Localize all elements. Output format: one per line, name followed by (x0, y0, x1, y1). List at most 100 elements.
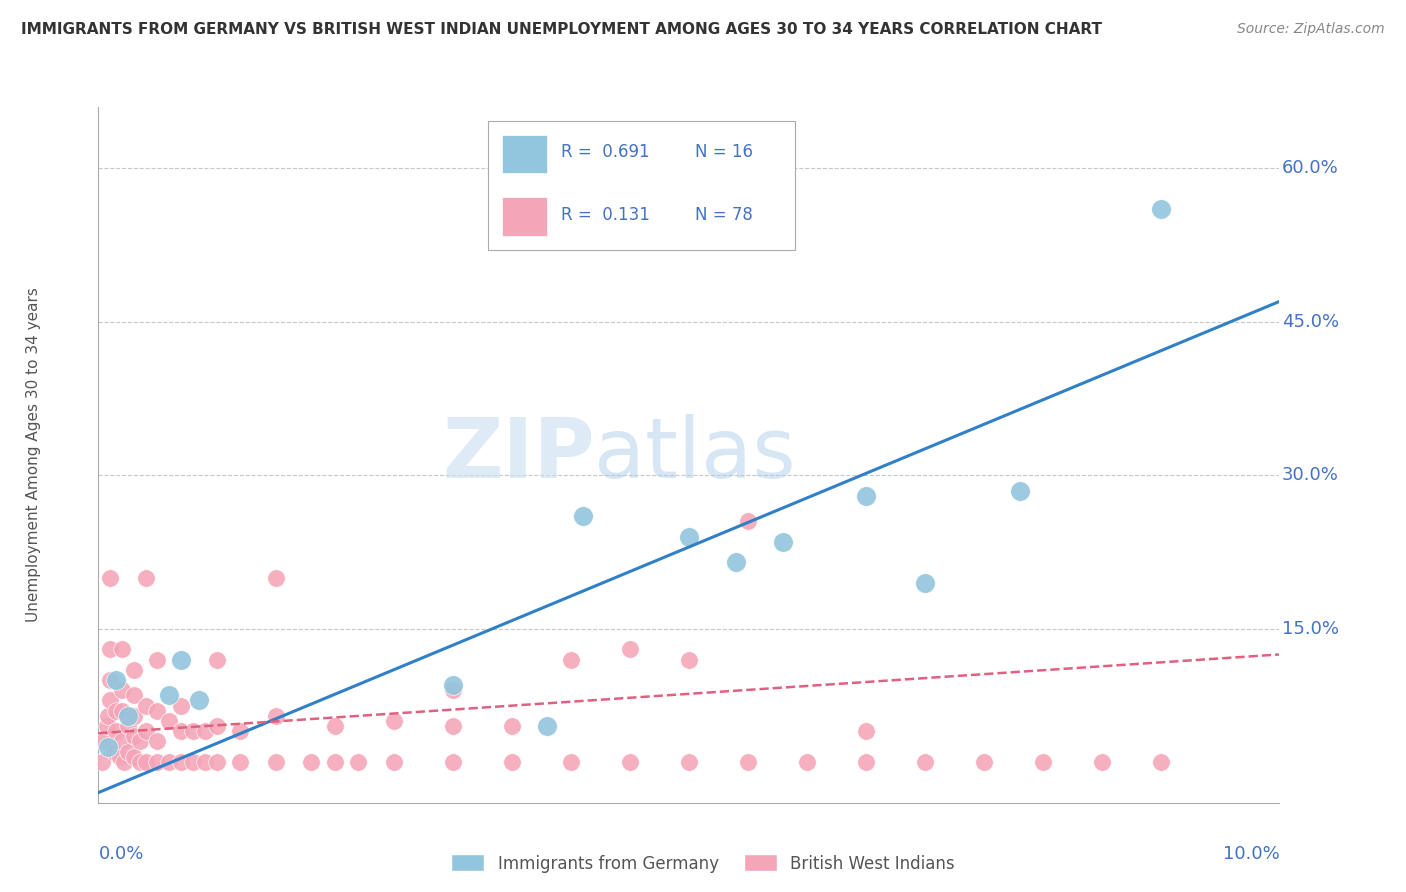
Text: 15.0%: 15.0% (1282, 620, 1339, 638)
Point (112, 755, 135, 769)
Point (205, 755, 228, 769)
Point (122, 749, 145, 764)
Point (170, 724, 193, 739)
Point (382, 714, 405, 728)
Point (1032, 755, 1054, 769)
Point (181, 724, 204, 739)
Point (1008, 483, 1031, 498)
Point (93, 734, 115, 748)
Point (772, 535, 794, 549)
Point (111, 734, 134, 748)
Text: IMMIGRANTS FROM GERMANY VS BRITISH WEST INDIAN UNEMPLOYMENT AMONG AGES 30 TO 34 : IMMIGRANTS FROM GERMANY VS BRITISH WEST … (21, 22, 1102, 37)
Point (105, 673, 128, 687)
Point (619, 642, 641, 657)
Point (737, 755, 759, 769)
Point (111, 642, 134, 657)
Point (170, 652, 193, 666)
Point (98, 693, 121, 707)
Point (855, 489, 877, 503)
Point (117, 745, 139, 759)
Point (135, 698, 157, 713)
Point (105, 724, 128, 739)
FancyBboxPatch shape (488, 121, 796, 250)
Point (678, 530, 700, 544)
Point (205, 652, 228, 666)
Point (737, 515, 759, 529)
Point (194, 755, 217, 769)
Point (264, 571, 287, 585)
Point (678, 652, 700, 666)
Point (229, 755, 252, 769)
Point (146, 755, 169, 769)
Point (264, 755, 287, 769)
Point (441, 683, 464, 698)
Point (135, 571, 157, 585)
Text: ZIP: ZIP (441, 415, 595, 495)
Point (855, 724, 877, 739)
Point (91, 755, 114, 769)
Point (157, 689, 180, 703)
Point (146, 734, 169, 748)
Point (111, 683, 134, 698)
Legend: Immigrants from Germany, British West Indians: Immigrants from Germany, British West In… (444, 847, 962, 880)
Point (914, 575, 936, 590)
FancyBboxPatch shape (502, 135, 547, 173)
Point (973, 755, 995, 769)
Text: 10.0%: 10.0% (1223, 845, 1279, 863)
Point (501, 755, 523, 769)
Point (135, 724, 157, 739)
Point (146, 652, 169, 666)
Point (128, 734, 150, 748)
Point (571, 509, 593, 524)
Point (157, 714, 180, 728)
Text: N = 78: N = 78 (695, 206, 752, 224)
Point (441, 755, 464, 769)
Point (122, 708, 145, 723)
Text: Unemployment Among Ages 30 to 34 years: Unemployment Among Ages 30 to 34 years (25, 287, 41, 623)
Point (441, 719, 464, 733)
Point (299, 755, 322, 769)
Point (98, 642, 121, 657)
Point (122, 689, 145, 703)
Point (205, 719, 228, 733)
Point (560, 755, 582, 769)
Point (536, 719, 558, 733)
Point (96, 719, 118, 733)
Point (1150, 755, 1173, 769)
Point (97, 739, 120, 754)
Point (170, 755, 193, 769)
Point (98, 673, 121, 687)
Point (441, 678, 464, 692)
Point (122, 663, 145, 677)
Point (98, 571, 121, 585)
Point (194, 724, 217, 739)
Point (914, 755, 936, 769)
Point (323, 755, 346, 769)
Point (855, 755, 877, 769)
FancyBboxPatch shape (502, 197, 547, 235)
Text: N = 16: N = 16 (695, 144, 752, 161)
Point (117, 708, 139, 723)
Text: R =  0.691: R = 0.691 (561, 144, 650, 161)
Point (796, 755, 818, 769)
Point (103, 745, 125, 759)
Point (560, 652, 582, 666)
Text: R =  0.131: R = 0.131 (561, 206, 650, 224)
Point (97, 708, 120, 723)
Point (1091, 755, 1114, 769)
Point (725, 555, 748, 569)
Point (619, 755, 641, 769)
Point (111, 704, 134, 718)
Point (105, 704, 128, 718)
Text: Source: ZipAtlas.com: Source: ZipAtlas.com (1237, 22, 1385, 37)
Point (382, 755, 405, 769)
Point (170, 698, 193, 713)
Point (122, 729, 145, 743)
Point (108, 749, 131, 764)
Text: 45.0%: 45.0% (1282, 313, 1339, 331)
Point (117, 719, 139, 733)
Point (264, 708, 287, 723)
Point (128, 755, 150, 769)
Text: 60.0%: 60.0% (1282, 160, 1339, 178)
Text: 30.0%: 30.0% (1282, 467, 1339, 484)
